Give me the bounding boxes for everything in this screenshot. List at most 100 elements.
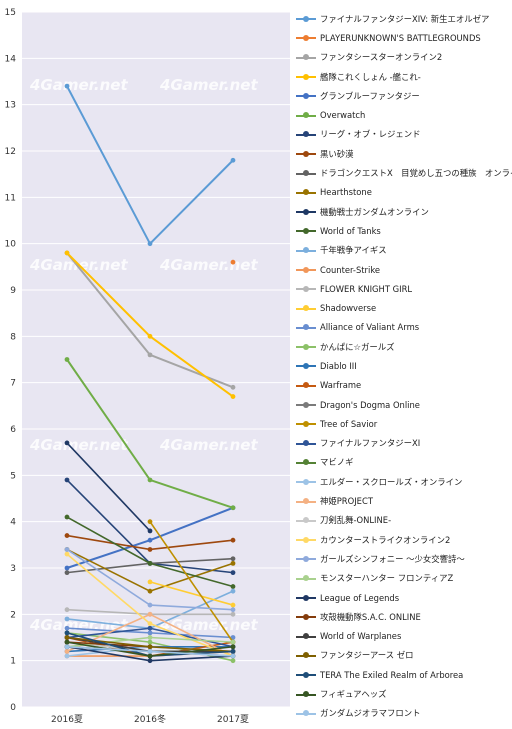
data-point [147,352,153,358]
legend-item: ガールズシンフォニー ～少女交響詩～ [296,549,510,568]
data-point [147,625,153,631]
y-tick-label: 12 [5,147,16,157]
series-line [149,521,234,643]
watermark-text: 4Gamer.net [159,436,258,454]
data-point [230,649,236,654]
series-15 [147,579,236,608]
legend-label: ガンダムジオラマフロント [320,708,421,719]
data-point [230,584,236,589]
legend-item: World of Warplanes [296,627,510,646]
data-point [64,607,70,613]
legend-label: リーグ・オブ・レジェンド [320,129,421,140]
legend-item: ガンダムジオラマフロント [296,704,510,723]
legend-item: Alliance of Valiant Arms [296,318,510,337]
x-axis: 2016夏 2016冬 2017夏 [51,713,249,725]
legend-item: フィギュアヘッズ [296,684,510,703]
legend: ファイナルファンタジーXIV: 新生エオルゼア PLAYERUNKNOWN'S B… [296,9,512,723]
legend-item: PLAYERUNKNOWN'S BATTLEGROUNDS [296,28,510,47]
legend-swatch [296,670,316,679]
watermark-text: 4Gamer.net [29,76,128,94]
legend-item: マビノギ [296,453,510,472]
legend-swatch [296,91,316,100]
legend-swatch [296,651,316,660]
legend-swatch [296,593,316,602]
legend-item: かんぱに☆ガールズ [296,337,510,356]
gridlines [22,11,290,708]
data-point [230,505,236,511]
data-point [230,607,236,613]
legend-label: エルダー・スクロールズ・オンライン [320,476,463,487]
data-point [64,477,70,483]
data-point [147,537,153,543]
series-7 [64,533,236,552]
legend-item: 機動戦士ガンダムオンライン [296,202,510,221]
y-tick-label: 13 [5,101,16,111]
series-36 [64,644,236,659]
legend-item: グランブルーファンタジー [296,86,510,105]
data-point [147,611,153,617]
legend-label: TERA The Exiled Realm of Arborea [320,669,464,680]
legend-label: Tree of Savior [320,418,378,429]
legend-label: Overwatch [320,110,366,121]
data-point [147,602,153,608]
data-point [64,357,70,362]
series-line [66,442,151,532]
data-point [147,528,153,534]
data-point [230,570,236,576]
data-point [230,560,236,566]
series-3 [64,250,236,399]
legend-swatch [296,554,316,563]
data-point [64,635,70,640]
data-point [230,588,236,594]
legend-label: ファイナルファンタジーXI [320,438,421,449]
legend-label: Diablo III [320,360,357,371]
legend-item: 刀剣乱舞-ONLINE- [296,511,510,530]
data-point [64,570,70,576]
watermark-text: 4Gamer.net [159,256,258,274]
legend-item: ドラゴンクエストX 目覚めし五つの種族 オンライン [296,163,512,182]
legend-label: PLAYERUNKNOWN'S BATTLEGROUNDS [320,32,481,43]
legend-item: カウンターストライクオンライン2 [296,530,510,549]
data-point [147,519,153,525]
y-tick-label: 4 [10,518,16,528]
data-point [147,649,153,654]
legend-swatch [296,304,316,313]
line-chart: 4Gamer.net 4Gamer.net 4Gamer.net 4Gamer.net… [5,8,290,725]
data-point [230,635,236,640]
legend-label: 刀剣乱舞-ONLINE- [320,515,392,526]
legend-label: World of Warplanes [320,631,402,642]
data-point [64,639,70,645]
legend-swatch [296,342,316,351]
data-point [230,611,236,617]
plot-area [22,12,290,707]
data-point [230,556,236,562]
data-point [64,644,70,650]
x-tick-label: 2017夏 [217,714,249,725]
series-lines [64,83,236,664]
data-point [64,83,70,89]
legend-swatch [296,53,316,62]
legend-label: ガールズシンフォニー ～少女交響詩～ [320,553,465,564]
y-tick-label: 7 [10,379,16,389]
data-point [230,653,236,659]
legend-swatch [296,516,316,525]
series-16 [64,625,236,640]
legend-swatch [296,497,316,506]
data-point [64,630,70,636]
y-tick-label: 11 [5,193,16,203]
legend-swatch [296,323,316,332]
legend-label: マビノギ [320,457,354,468]
data-point [147,579,153,585]
data-point [147,630,153,636]
legend-item: Counter-Strike [296,260,510,279]
data-point [147,477,153,483]
series-11 [64,514,236,589]
series-28 [64,547,236,613]
legend-swatch [296,709,316,718]
legend-item: Diablo III [296,356,510,375]
legend-label: フィギュアヘッズ [320,689,387,700]
legend-item: League of Legends [296,588,510,607]
legend-label: 機動戦士ガンダムオンライン [320,206,429,217]
data-point [147,635,153,640]
